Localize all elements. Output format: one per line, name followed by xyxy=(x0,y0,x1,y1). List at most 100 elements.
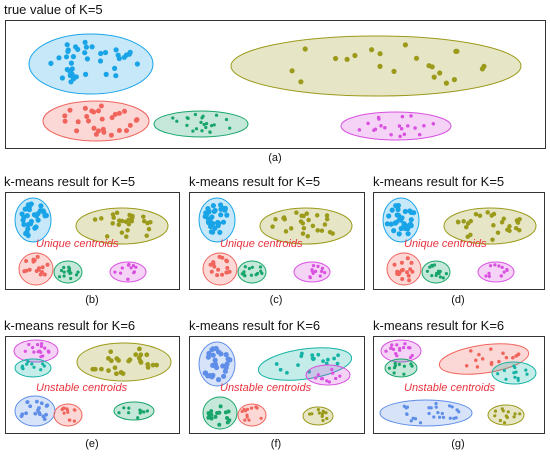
blue-point xyxy=(113,47,119,53)
red-point xyxy=(501,351,505,355)
red-point xyxy=(96,128,101,134)
green-point xyxy=(76,270,80,274)
green-point xyxy=(213,414,218,419)
cornflower-point xyxy=(441,415,446,420)
red-point xyxy=(220,255,225,260)
magenta-cluster xyxy=(109,261,147,283)
cornflower-point xyxy=(44,412,48,417)
red-point xyxy=(45,262,50,267)
olive-point xyxy=(322,222,328,227)
magenta-point xyxy=(384,349,388,353)
green-point xyxy=(430,263,434,268)
olive-point xyxy=(270,224,275,229)
olive-point xyxy=(377,51,383,57)
cornflower-point xyxy=(33,411,38,416)
olive-cluster xyxy=(443,207,537,245)
green-point xyxy=(62,265,66,270)
green-point xyxy=(194,127,199,131)
magenta-point xyxy=(403,342,407,346)
teal-point xyxy=(335,361,340,366)
olive-point xyxy=(451,77,457,83)
cornflower-point xyxy=(418,421,423,425)
teal-point xyxy=(278,367,283,372)
olive-point xyxy=(317,411,321,415)
olive-point xyxy=(138,360,144,365)
blue-point xyxy=(216,220,222,226)
cornflower-point xyxy=(457,410,461,414)
green-point xyxy=(204,125,208,130)
magenta-point xyxy=(320,266,324,270)
cornflower-point xyxy=(210,362,216,368)
olive-point xyxy=(130,215,135,221)
red-point xyxy=(216,267,221,272)
green-point xyxy=(223,410,228,415)
olive-point xyxy=(501,216,507,222)
green-point xyxy=(214,113,219,117)
green-point xyxy=(186,116,190,121)
cornflower-point xyxy=(221,373,227,379)
panel-g-note: Unstable centroids xyxy=(404,382,496,394)
cornflower-point xyxy=(222,368,228,374)
red-point xyxy=(36,267,41,272)
red-point xyxy=(464,364,469,368)
olive-point xyxy=(498,418,502,423)
olive-point xyxy=(413,55,420,61)
cornflower-point xyxy=(225,356,231,362)
teal-point xyxy=(516,378,520,382)
green-point xyxy=(425,269,429,273)
green-point xyxy=(208,130,212,134)
magenta-cluster xyxy=(380,339,422,363)
red-point xyxy=(116,110,122,116)
red-point xyxy=(489,362,494,366)
olive-point xyxy=(310,223,316,229)
teal-point xyxy=(524,368,528,372)
magenta-point xyxy=(334,376,338,381)
panel-a-title: true value of K=5 xyxy=(4,2,103,17)
panel-b-note: Unique centroids xyxy=(36,238,119,250)
green-point xyxy=(127,406,131,410)
cornflower-point xyxy=(210,372,216,378)
magenta-point xyxy=(383,125,387,130)
panel-d-plot: Unique centroids xyxy=(373,192,545,290)
olive-point xyxy=(129,218,135,224)
olive-point xyxy=(504,414,508,418)
olive-point xyxy=(322,410,326,414)
magenta-cluster xyxy=(477,261,515,283)
panel-c-plot: Unique centroids xyxy=(189,192,365,290)
panel-c-note: Unique centroids xyxy=(220,238,303,250)
blue-point xyxy=(113,73,119,79)
olive-point xyxy=(377,63,383,69)
red-point xyxy=(240,409,244,413)
green-point xyxy=(74,273,79,277)
panel-e-svg xyxy=(13,339,172,427)
magenta-point xyxy=(330,367,334,372)
olive-point xyxy=(517,227,522,233)
olive-point xyxy=(325,416,329,421)
olive-point xyxy=(330,231,335,236)
red-cluster xyxy=(18,252,54,286)
red-ellipse xyxy=(53,403,83,427)
olive-point xyxy=(300,231,306,236)
olive-point xyxy=(117,218,122,223)
magenta-point xyxy=(398,346,402,351)
blue-point xyxy=(28,218,34,225)
magenta-point xyxy=(379,124,383,128)
blue-point xyxy=(116,55,122,62)
olive-point xyxy=(145,365,151,370)
blue-point xyxy=(396,231,402,237)
green-point xyxy=(438,269,442,273)
green-point xyxy=(68,271,72,275)
blue-point xyxy=(386,213,392,219)
magenta-point xyxy=(39,344,44,348)
green-point xyxy=(393,361,397,366)
magenta-point xyxy=(488,264,493,268)
magenta-point xyxy=(43,346,47,350)
green-point xyxy=(67,265,71,269)
olive-point xyxy=(133,352,139,357)
olive-point xyxy=(344,56,350,63)
olive-point xyxy=(104,234,110,239)
red-point xyxy=(96,108,101,114)
blue-point xyxy=(48,60,54,66)
blue-point xyxy=(70,54,76,60)
cornflower-point xyxy=(215,377,222,383)
